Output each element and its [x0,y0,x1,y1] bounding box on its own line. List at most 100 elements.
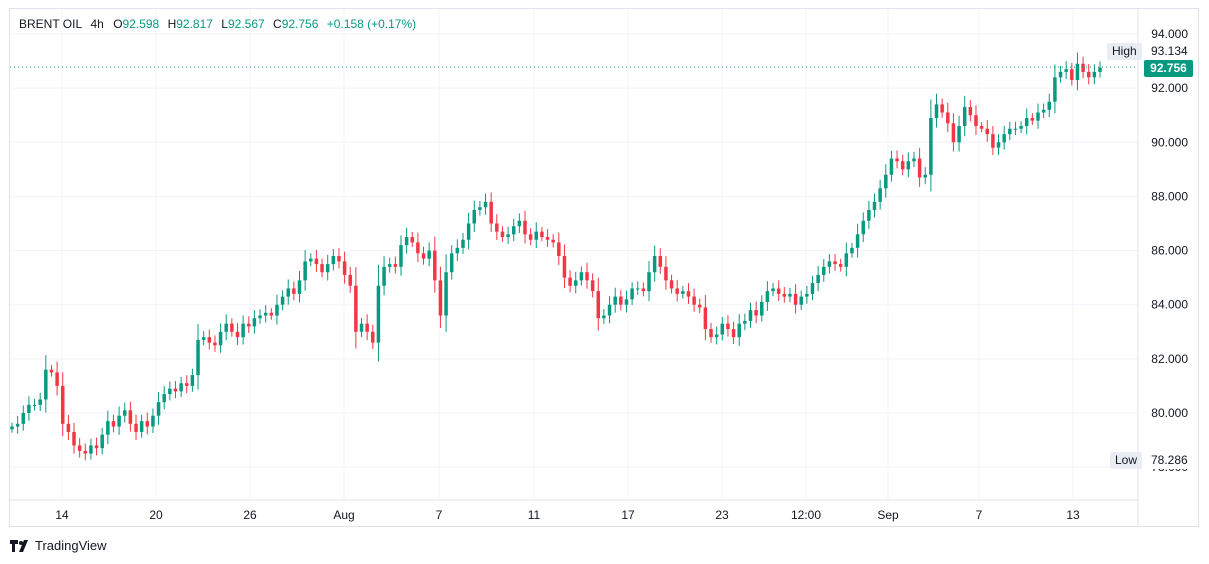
candle-body [579,272,584,281]
candle-body [641,288,646,292]
candle-body [55,372,59,386]
candle-body [855,234,860,248]
candle-body [156,402,161,416]
candle-body [1053,77,1057,102]
candle-body [867,209,871,221]
candle-body [596,291,601,319]
low-marker-label: Low [1110,452,1143,469]
candle-body [331,255,336,265]
time-tick-label: 14 [55,508,69,522]
candle-body [455,247,460,254]
candle-body [619,296,623,305]
price-tick-label: 92.000 [1151,81,1188,95]
candle-body [1075,63,1080,81]
candle-body [280,296,285,305]
change-value: +0.158 (+0.17%) [326,17,417,31]
candle-body [399,245,403,267]
candle-body [1013,128,1018,130]
brand-name: TradingView [35,538,107,553]
candle-body [1081,63,1085,72]
candle-body [664,266,668,281]
candle-body [472,209,477,224]
time-tick-label: 13 [1066,508,1080,522]
candle-body [669,280,674,289]
candle-body [929,117,933,175]
price-tick-label: 88.000 [1151,189,1188,203]
candle-body [844,253,849,267]
time-tick-label: 7 [976,508,983,522]
time-axis: 14 20 26 Aug 7 11 17 23 12:00 Sep 7 13 [55,508,1080,522]
high-marker-value: 93.134 [1151,44,1188,58]
candle-body [754,310,758,316]
candle-body [478,207,482,210]
time-tick-label: 11 [528,508,541,522]
candle-body [15,423,20,427]
candle-body [449,253,454,273]
time-tick-label: 26 [243,508,257,522]
candle-body [1041,109,1046,113]
candle-body [320,264,324,273]
candle-body [151,415,155,427]
open-value: 92.598 [122,17,160,31]
candle-body [173,388,178,392]
candle-body [134,423,138,432]
candle-body [726,323,730,330]
candle-body [382,266,386,286]
candle-body [765,291,770,303]
candle-body [286,288,290,297]
candle-body [917,158,922,178]
candle-body [122,410,127,416]
candle-body [27,404,31,413]
candle-body [511,226,516,235]
candle-body [996,142,1001,148]
candle-body [737,323,741,338]
candle-body [461,239,465,248]
candle-body [421,253,426,259]
candle-body [466,223,471,240]
candle-body [297,280,302,294]
candle-body [196,339,200,376]
candle-body [416,242,420,254]
last-price-tag: 92.756 [1144,60,1193,77]
candle-body [776,288,781,294]
candle-body [912,158,916,162]
candle-body [686,291,691,297]
candle-body [760,302,764,316]
candle-body [258,315,262,319]
candle-body [557,242,561,256]
timeframe[interactable]: 4h [90,17,104,31]
candle-body [748,310,753,321]
tradingview-brand[interactable]: TradingView [10,538,107,553]
candle-body [325,264,330,273]
candle-body [489,201,493,224]
candle-body [946,112,950,124]
open-label: O [113,17,123,31]
candle-body [179,383,183,392]
candle-body [365,323,369,332]
candle-body [884,174,888,189]
time-tick-label: 7 [436,508,443,522]
time-tick-label: Sep [877,508,899,522]
candle-body [635,288,640,290]
candle-body [162,394,166,403]
time-tick-label: 17 [621,508,635,522]
candle-body [889,158,894,175]
candle-body [342,261,347,275]
candle-body [117,415,121,427]
candle-body [1019,126,1023,129]
candle-body [111,421,116,427]
candle-body [1098,67,1102,72]
high-marker-label: High [1107,43,1142,60]
price-tick-label: 84.000 [1151,298,1188,312]
candle-body [714,334,719,338]
candle-body [545,237,550,240]
candle-body [44,369,48,400]
candle-body [816,274,820,284]
candle-body [523,220,527,235]
symbol-name[interactable]: BRENT OIL [19,17,83,31]
candle-body [810,283,815,294]
candle-body [991,134,995,148]
candle-body [962,107,967,127]
candle-body [77,445,82,451]
